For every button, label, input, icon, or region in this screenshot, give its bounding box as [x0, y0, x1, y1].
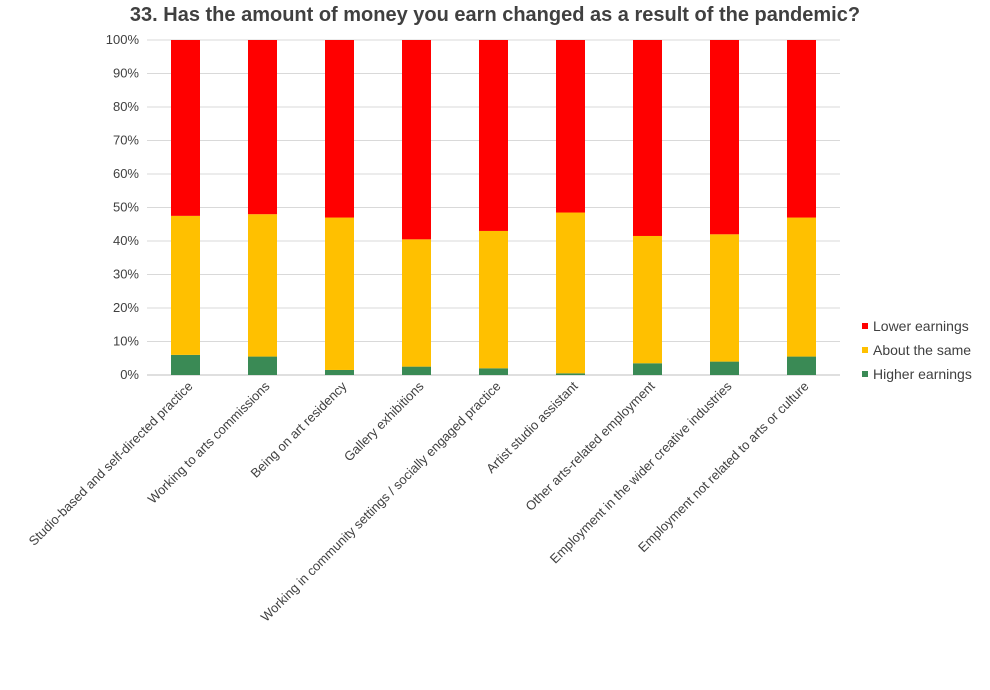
x-category-label: Working to arts commissions: [145, 378, 273, 506]
bar-segment-about-the-same: [787, 217, 816, 357]
legend-label-higher-earnings: Higher earnings: [873, 366, 972, 382]
bar-segment-lower-earnings: [710, 40, 739, 235]
bar-segment-lower-earnings: [479, 40, 508, 231]
y-tick-label: 100%: [106, 32, 140, 47]
x-category-label: Other arts-related employment: [522, 378, 658, 514]
x-category-label: Studio-based and self-directed practice: [26, 379, 196, 549]
y-tick-label: 80%: [113, 99, 139, 114]
bar-segment-about-the-same: [710, 234, 739, 362]
bar-segment-about-the-same: [633, 235, 662, 364]
bar-segment-lower-earnings: [171, 40, 200, 216]
bar-segment-about-the-same: [171, 215, 200, 355]
x-category-label: Gallery exhibitions: [341, 378, 427, 464]
bar-segment-about-the-same: [402, 239, 431, 367]
legend-swatch-higher-earnings: [862, 371, 868, 377]
bar-segment-about-the-same: [556, 212, 585, 374]
legend-swatch-lower-earnings: [862, 323, 868, 329]
y-tick-label: 30%: [113, 267, 139, 282]
bar-segment-higher-earnings: [248, 356, 277, 375]
y-axis-ticks: 0% 10% 20% 30% 40% 50% 60% 70% 80% 90% 100%: [106, 32, 140, 382]
bar-segment-about-the-same: [248, 214, 277, 357]
y-tick-label: 50%: [113, 200, 139, 215]
bar-segment-higher-earnings: [633, 363, 662, 375]
bar-segment-about-the-same: [479, 230, 508, 369]
bar-segment-lower-earnings: [402, 40, 431, 240]
y-tick-label: 10%: [113, 334, 139, 349]
bar-segment-lower-earnings: [633, 40, 662, 236]
bar-segment-higher-earnings: [787, 356, 816, 375]
legend-label-about-the-same: About the same: [873, 342, 971, 358]
bar-segment-higher-earnings: [402, 366, 431, 375]
x-category-label: Employment not related to arts or cultur…: [635, 379, 812, 556]
bar-segment-about-the-same: [325, 217, 354, 370]
bar-segment-lower-earnings: [248, 40, 277, 215]
legend-swatch-about-the-same: [862, 347, 868, 353]
bar-segment-higher-earnings: [325, 369, 354, 375]
y-tick-label: 90%: [113, 66, 139, 81]
bar-segment-higher-earnings: [710, 361, 739, 375]
legend-label-lower-earnings: Lower earnings: [873, 318, 969, 334]
chart-title: 33. Has the amount of money you earn cha…: [129, 4, 861, 26]
bar-segment-higher-earnings: [556, 373, 585, 375]
bar-segment-higher-earnings: [171, 354, 200, 375]
bar-segment-lower-earnings: [787, 40, 816, 218]
y-tick-label: 40%: [113, 233, 139, 248]
bar-segment-higher-earnings: [479, 368, 508, 375]
y-tick-label: 70%: [113, 133, 139, 148]
bars: [171, 40, 816, 375]
y-tick-label: 60%: [113, 166, 139, 181]
x-axis-labels: Studio-based and self-directed practiceW…: [26, 378, 812, 624]
y-tick-label: 0%: [120, 367, 139, 382]
legend: Lower earnings About the same Higher earni…: [862, 318, 972, 382]
bar-segment-lower-earnings: [325, 40, 354, 218]
bar-segment-lower-earnings: [556, 40, 585, 213]
y-tick-label: 20%: [113, 300, 139, 315]
